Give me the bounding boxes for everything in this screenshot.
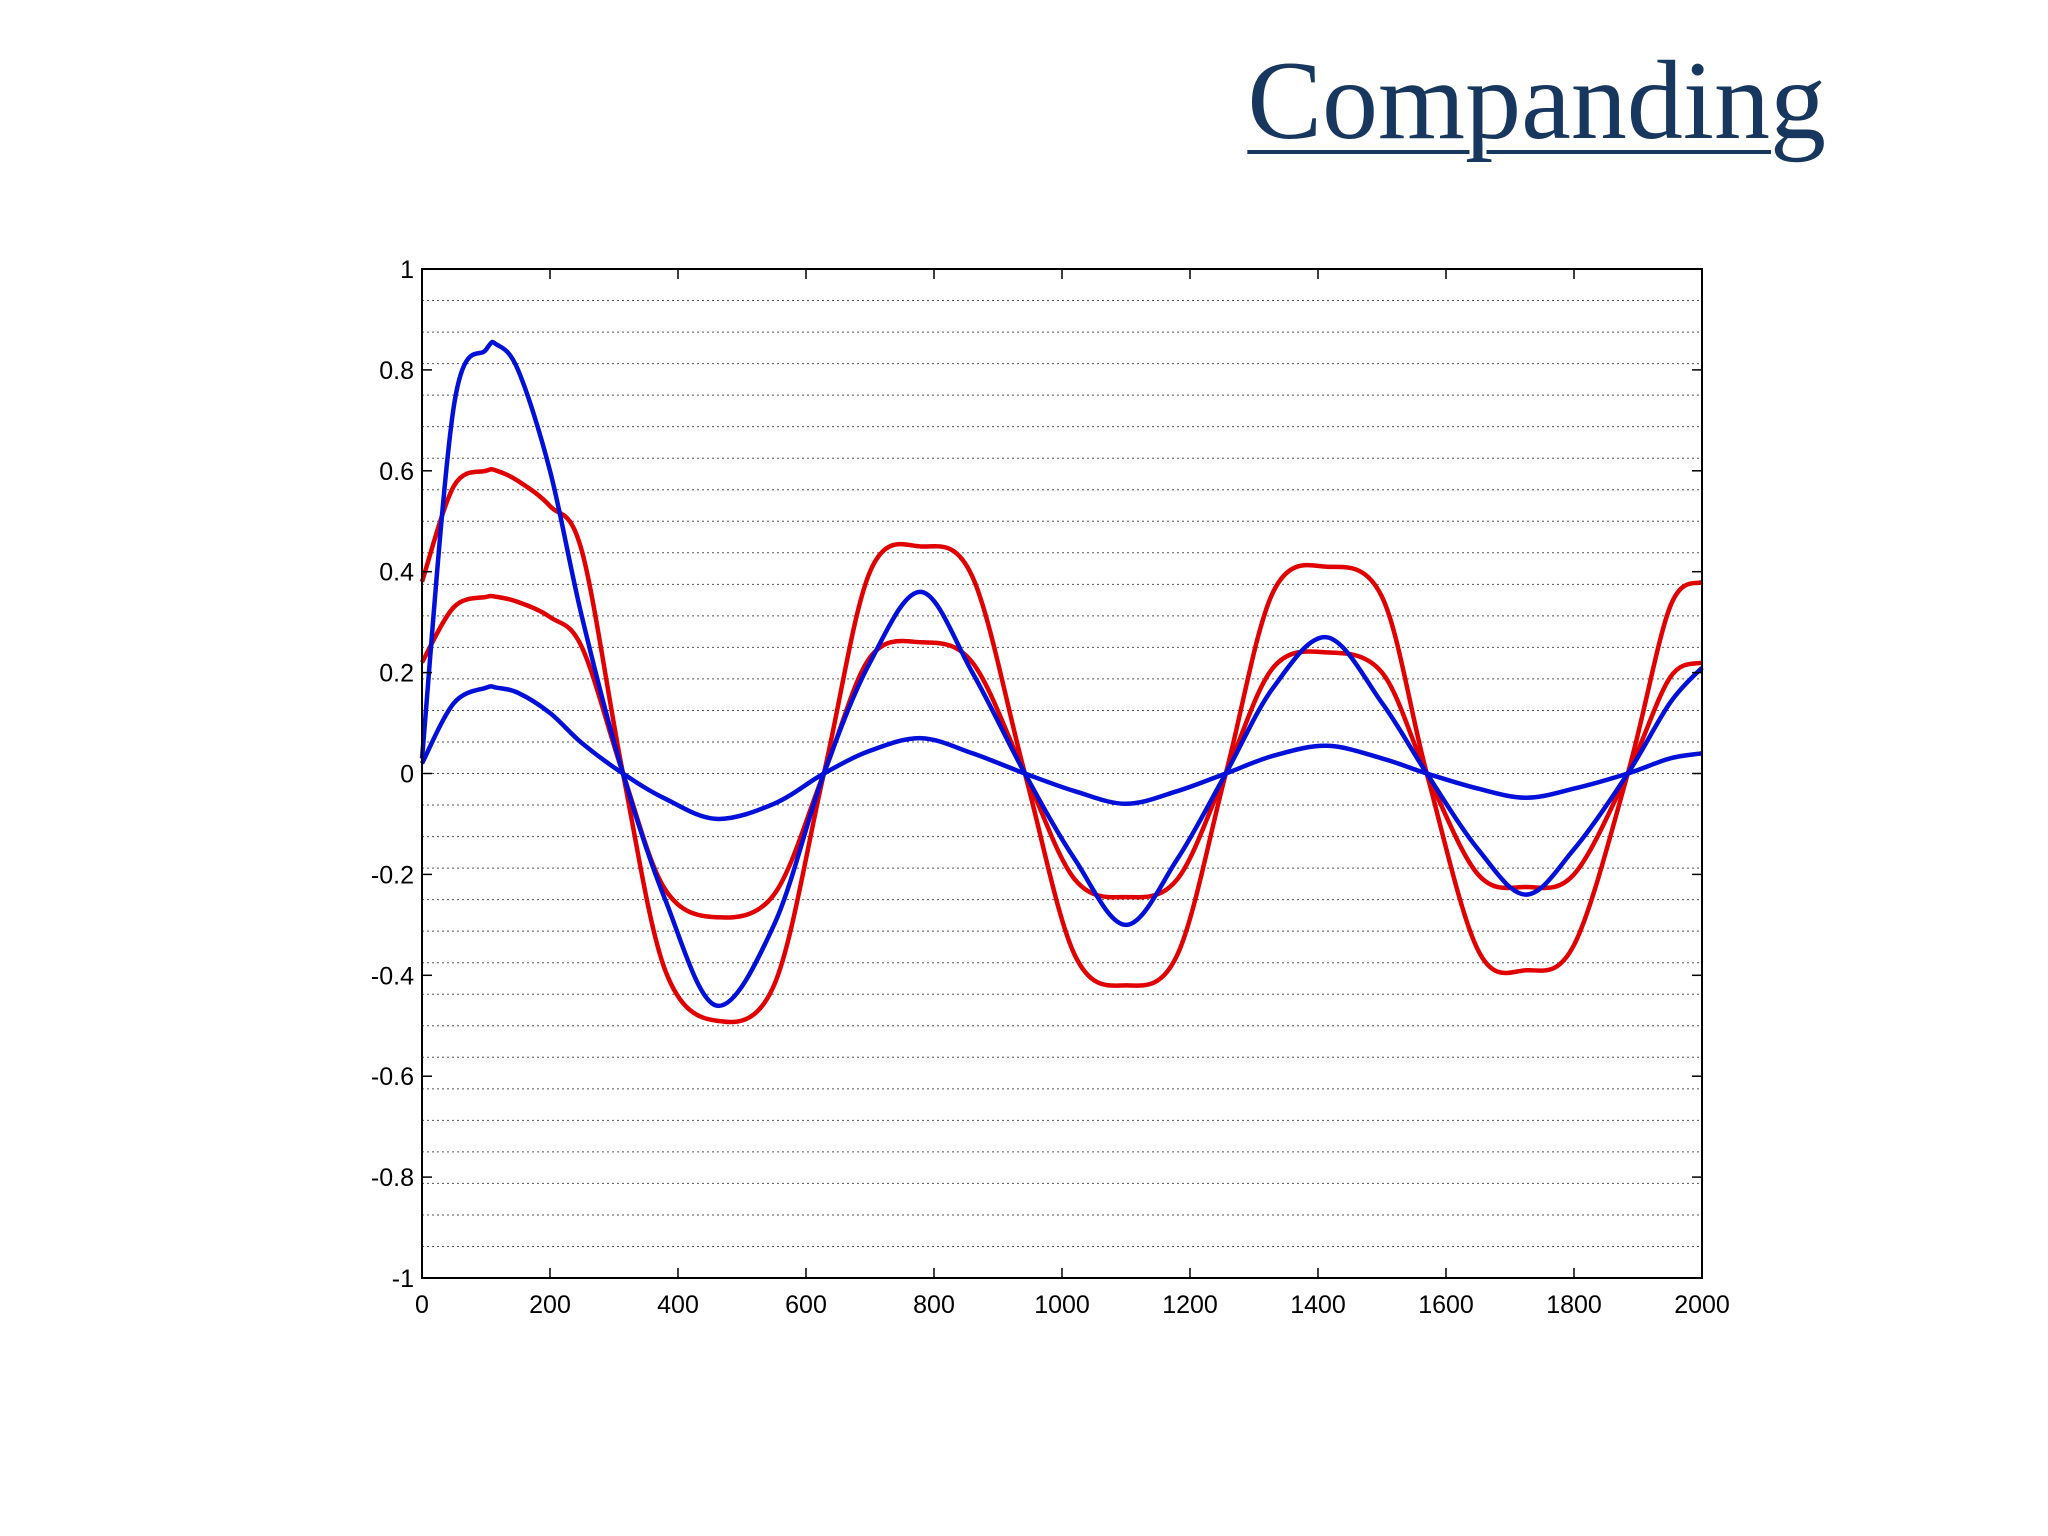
blue-series-line-1 — [419, 684, 1703, 822]
series-layer — [419, 339, 1704, 1025]
x-tick-label: 2000 — [1674, 1291, 1730, 1319]
x-tick-label: 400 — [657, 1291, 699, 1319]
slide-title: Companding — [1247, 39, 1826, 163]
red-series-line-3 — [420, 593, 1703, 920]
x-tick-label: 1800 — [1546, 1291, 1602, 1319]
y-tick-label: 0.4 — [379, 559, 414, 587]
y-tick-label: 0.8 — [379, 357, 414, 385]
x-tick-label: 600 — [785, 1291, 827, 1319]
y-tick-label: -0.8 — [371, 1164, 414, 1192]
x-tick-label: 1200 — [1162, 1291, 1218, 1319]
y-tick-label: 1 — [400, 256, 414, 284]
y-tick-label: -1 — [392, 1265, 414, 1293]
x-tick-label: 1600 — [1418, 1291, 1474, 1319]
x-tick-label: 200 — [529, 1291, 571, 1319]
tick-layer: 0 200 400 600 800 1000 1200 1400 1600 1800 2000 1 0.… — [371, 256, 1730, 1319]
x-tick-label: 0 — [415, 1291, 429, 1319]
x-tick-label: 1000 — [1034, 1291, 1090, 1319]
x-tick-label: 1400 — [1290, 1291, 1346, 1319]
y-tick-label: 0.6 — [379, 458, 414, 486]
blue-series-line-0 — [419, 339, 1704, 1008]
y-tick-label: -0.2 — [371, 861, 414, 889]
y-tick-label: 0 — [400, 761, 414, 789]
red-series-line-2 — [419, 466, 1704, 1025]
x-tick-label: 800 — [913, 1291, 955, 1319]
y-tick-label: -0.4 — [371, 962, 414, 990]
y-tick-label: 0.2 — [379, 660, 414, 688]
grid-layer — [422, 300, 1702, 1247]
y-tick-label: -0.6 — [371, 1063, 414, 1091]
